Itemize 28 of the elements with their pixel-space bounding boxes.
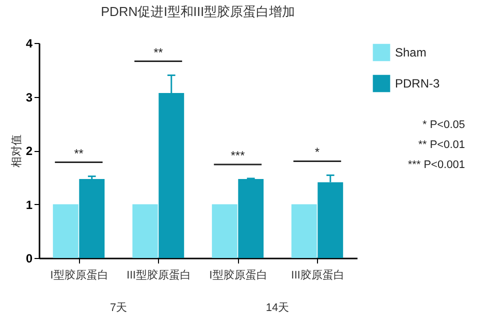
annotation: ***: [230, 148, 246, 162]
chart-title: PDRN促进I型和III型胶原蛋白增加: [100, 4, 296, 19]
text: *** P<0.001: [408, 159, 465, 171]
annotation: **: [154, 45, 164, 60]
legend-label: PDRN-3: [395, 76, 440, 90]
bar: [79, 178, 105, 258]
bar: [212, 204, 238, 258]
bar: [291, 204, 317, 258]
bar: [132, 204, 158, 258]
y-tick-label: 1: [26, 198, 33, 212]
annotation: **: [74, 146, 84, 160]
y-tick-label: 0: [26, 252, 33, 266]
x-tick-label: I型胶原蛋白: [50, 268, 108, 282]
y-tick-label: 2: [26, 144, 33, 158]
bar: [52, 204, 78, 258]
annotation: *: [314, 145, 320, 160]
y-axis-title: 相对值: [10, 134, 23, 168]
legend-label: Sham: [395, 46, 426, 60]
x-tick-label: I型胶原蛋白: [209, 268, 268, 282]
x-tick-label: III胶原蛋白: [291, 268, 344, 282]
text: 7天: [110, 302, 128, 314]
y-tick-label: 4: [26, 36, 33, 50]
text: 14天: [266, 302, 290, 314]
text: * P<0.05: [422, 119, 465, 131]
y-tick-label: 3: [26, 90, 33, 104]
text: ** P<0.01: [418, 139, 465, 151]
x-tick-label: III型胶原蛋白: [126, 268, 191, 282]
bar: [238, 178, 264, 258]
